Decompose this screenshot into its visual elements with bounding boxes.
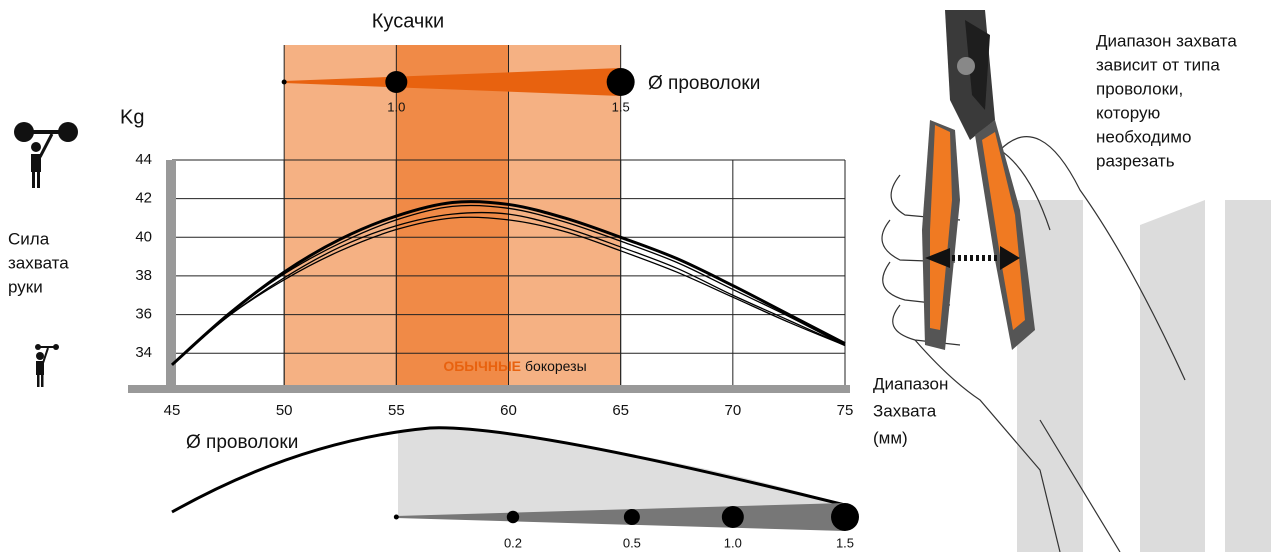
y-tick-label: 40 xyxy=(135,228,152,245)
note: проволоки, xyxy=(1096,79,1183,98)
x-tick-label: 60 xyxy=(500,402,517,419)
bottom-area xyxy=(398,428,845,530)
y-tick-label: 36 xyxy=(135,306,152,323)
note: необходимо xyxy=(1096,127,1191,146)
series-line xyxy=(170,200,846,366)
wire-marker xyxy=(385,71,408,93)
x-tick-label: 75 xyxy=(837,402,854,419)
wire-marker-label: 0.2 xyxy=(504,535,522,550)
y-description: захвата xyxy=(8,253,69,272)
scale-start xyxy=(393,514,399,520)
series-line xyxy=(171,211,846,366)
scale-wedge xyxy=(284,68,621,96)
note: разрезать xyxy=(1096,151,1175,170)
scale-start xyxy=(281,79,287,85)
note: зависит от типа xyxy=(1096,55,1220,74)
wire-marker xyxy=(623,509,640,525)
wire-marker-label: 1.0 xyxy=(387,99,405,114)
note: которую xyxy=(1096,103,1161,122)
x-axis-label: (мм) xyxy=(873,428,908,447)
x-axis-label: Захвата xyxy=(873,401,937,420)
x-tick-label: 45 xyxy=(164,402,181,419)
wire-marker xyxy=(606,68,635,96)
wire-marker-label: 1.5 xyxy=(836,535,854,550)
hand-illustration xyxy=(881,136,1186,552)
wire-marker xyxy=(831,503,859,531)
x-tick-label: 55 xyxy=(388,402,405,419)
scale-label: Ø проволоки xyxy=(186,432,298,453)
band-label-highlight: ОБЫЧНЫЕ xyxy=(443,358,521,374)
wire-marker-label: 1.0 xyxy=(724,535,742,550)
x-tick-label: 70 xyxy=(724,402,741,419)
x-tick-label: 50 xyxy=(276,402,293,419)
x-tick-label: 65 xyxy=(612,402,629,419)
y-description: Сила xyxy=(8,229,50,248)
icon-strong xyxy=(14,122,78,188)
bottom-curve xyxy=(171,426,846,514)
x-axis-label: Диапазон xyxy=(873,374,948,393)
series-line xyxy=(171,216,846,366)
y-axis-label: Kg xyxy=(120,106,144,128)
plot-layer: 34 36 38 40 42 44 45 50 55 60 65 70 75 xyxy=(128,45,853,419)
band-label: ОБЫЧНЫЕ бокорезы xyxy=(443,358,586,374)
series-line xyxy=(171,204,846,366)
band xyxy=(396,45,509,388)
y-tick-label: 38 xyxy=(135,267,152,284)
y-tick-label: 44 xyxy=(135,151,152,168)
chart-title: Кусачки xyxy=(372,10,444,32)
wire-marker xyxy=(721,506,744,528)
note: Диапазон захвата xyxy=(1096,31,1237,50)
wire-marker-label: 0.5 xyxy=(623,535,641,550)
wire-marker xyxy=(506,510,520,524)
y-axis xyxy=(166,160,176,392)
y-tick-label: 34 xyxy=(135,344,152,361)
y-description: руки xyxy=(8,277,43,296)
wire-marker-label: 1.5 xyxy=(612,99,630,114)
background-shapes xyxy=(1017,200,1271,552)
y-tick-label: 42 xyxy=(135,190,152,207)
pliers xyxy=(922,10,1035,350)
band-label-text: бокорезы xyxy=(525,358,587,374)
icon-weak xyxy=(35,344,59,387)
scale-label: Ø проволоки xyxy=(648,73,760,94)
x-axis xyxy=(128,385,850,393)
